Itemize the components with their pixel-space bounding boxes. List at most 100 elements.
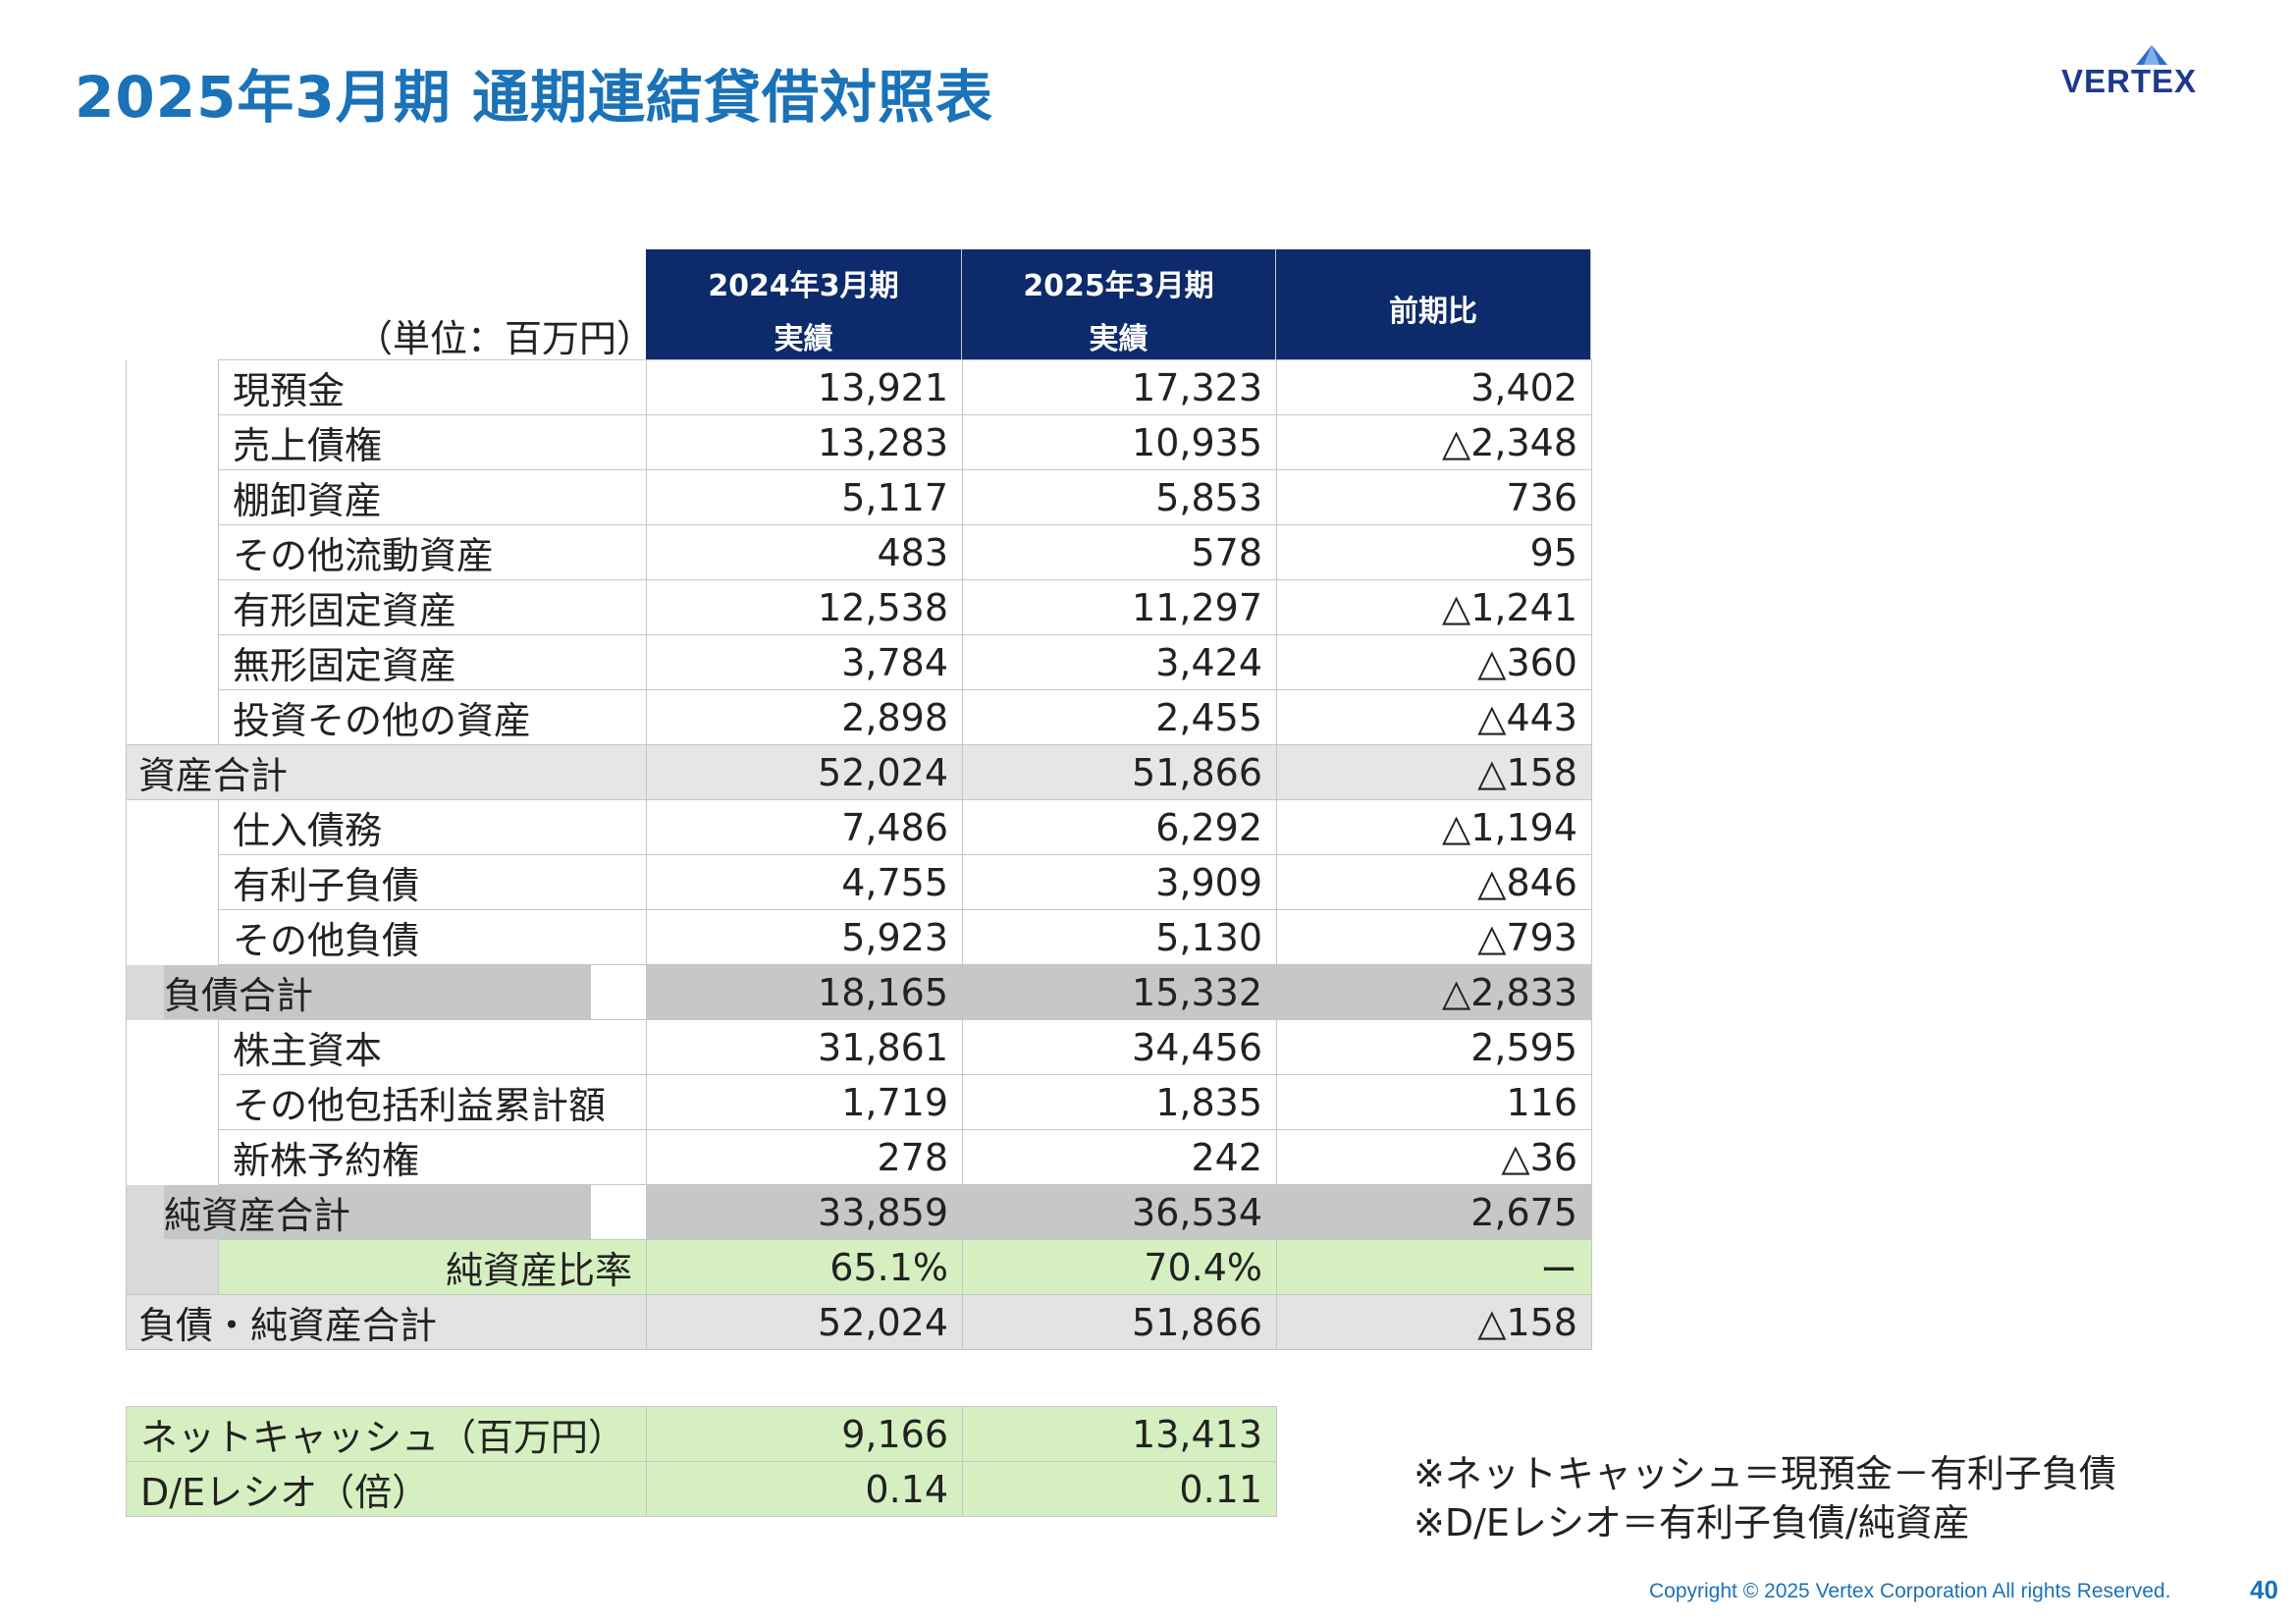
table-row: ネットキャッシュ（百万円） 9,166 13,413: [126, 1406, 1277, 1462]
column-header-fy2025: 2025年3月期 実績: [962, 249, 1276, 359]
value-fy2025: 3,424: [962, 634, 1277, 690]
page-number: 40: [2250, 1575, 2278, 1604]
table-row: 棚卸資産 5,117 5,853 736: [126, 469, 1592, 525]
row-label: 負債・純資産合計: [126, 1294, 647, 1350]
value-yoy: △1,241: [1276, 579, 1592, 635]
value-fy2024: 278: [646, 1129, 963, 1185]
row-label: 棚卸資産: [218, 469, 647, 525]
value-fy2025: 51,866: [962, 1294, 1277, 1350]
value-fy2025: 13,413: [962, 1406, 1277, 1462]
value-yoy: 2,675: [1276, 1184, 1592, 1240]
category-cell: [126, 689, 219, 745]
value-fy2024: 7,486: [646, 799, 963, 855]
row-label: 売上債権: [218, 414, 647, 470]
value-yoy: △36: [1276, 1129, 1592, 1185]
row-label: 仕入債務: [218, 799, 647, 855]
value-fy2025: 70.4%: [962, 1239, 1277, 1295]
value-fy2025: 36,534: [962, 1184, 1277, 1240]
value-fy2025: 578: [962, 524, 1277, 580]
table-row: 無形固定資産 3,784 3,424 △360: [126, 634, 1592, 690]
value-fy2024: 9,166: [646, 1406, 963, 1462]
value-yoy: △158: [1276, 1294, 1592, 1350]
value-fy2025: 34,456: [962, 1019, 1277, 1075]
table-row: 現預金 13,921 17,323 3,402: [126, 359, 1592, 415]
value-yoy: △2,833: [1276, 964, 1592, 1020]
column-header-line1: 2025年3月期: [1023, 269, 1214, 303]
value-yoy: 736: [1276, 469, 1592, 525]
row-label: 資産合計: [126, 744, 647, 800]
value-fy2024: 52,024: [646, 744, 963, 800]
table-row: その他流動資産 483 578 95: [126, 524, 1592, 580]
table-row: その他包括利益累計額 1,719 1,835 116: [126, 1074, 1592, 1130]
value-yoy: △2,348: [1276, 414, 1592, 470]
copyright: Copyright © 2025 Vertex Corporation All …: [1649, 1580, 2171, 1602]
row-label: 投資その他の資産: [218, 689, 647, 745]
value-fy2025: 17,323: [962, 359, 1277, 415]
table-row: その他負債 5,923 5,130 △793: [126, 909, 1592, 965]
value-fy2024: 52,024: [646, 1294, 963, 1350]
category-cell: [126, 799, 219, 855]
value-fy2025: 242: [962, 1129, 1277, 1185]
value-fy2024: 5,117: [646, 469, 963, 525]
value-fy2024: 12,538: [646, 579, 963, 635]
indicator-table: ネットキャッシュ（百万円） 9,166 13,413 D/Eレシオ（倍） 0.1…: [126, 1406, 1277, 1517]
value-fy2024: 5,923: [646, 909, 963, 965]
value-fy2024: 33,859: [646, 1184, 963, 1240]
row-label: 有形固定資産: [218, 579, 647, 635]
balance-sheet-table: 現預金 13,921 17,323 3,402 売上債権 13,283 10,9…: [126, 359, 1592, 1350]
category-cell: [126, 1019, 219, 1075]
subtotal-row: 純資産合計 33,859 36,534 2,675: [126, 1184, 1592, 1240]
row-label: 負債合計: [163, 964, 592, 1020]
value-fy2025: 15,332: [962, 964, 1277, 1020]
table-row: 新株予約権 278 242 △36: [126, 1129, 1592, 1185]
footnote: ※D/Eレシオ＝有利子負債/純資産: [1414, 1501, 1970, 1544]
table-row: 有形固定資産 12,538 11,297 △1,241: [126, 579, 1592, 635]
value-fy2025: 6,292: [962, 799, 1277, 855]
category-cell: [126, 1074, 219, 1130]
value-yoy: △793: [1276, 909, 1592, 965]
value-yoy: △360: [1276, 634, 1592, 690]
row-label: 有利子負債: [218, 854, 647, 910]
category-cell: [126, 909, 219, 965]
value-fy2025: 1,835: [962, 1074, 1277, 1130]
logo-triangle-icon: [2136, 45, 2167, 65]
table-row: 売上債権 13,283 10,935 △2,348: [126, 414, 1592, 470]
category-cell: [126, 359, 219, 415]
value-fy2024: 31,861: [646, 1019, 963, 1075]
value-fy2024: 483: [646, 524, 963, 580]
value-fy2024: 0.14: [646, 1461, 963, 1517]
value-yoy: △846: [1276, 854, 1592, 910]
value-fy2024: 13,921: [646, 359, 963, 415]
value-fy2025: 5,130: [962, 909, 1277, 965]
table-row: 投資その他の資産 2,898 2,455 △443: [126, 689, 1592, 745]
row-label: 現預金: [218, 359, 647, 415]
row-label: 純資産合計: [163, 1184, 592, 1240]
value-fy2025: 5,853: [962, 469, 1277, 525]
value-yoy: 3,402: [1276, 359, 1592, 415]
row-label: 新株予約権: [218, 1129, 647, 1185]
column-header-line2: 実績: [1089, 322, 1148, 356]
value-fy2024: 3,784: [646, 634, 963, 690]
value-yoy: △443: [1276, 689, 1592, 745]
category-cell: [126, 579, 219, 635]
value-yoy: 95: [1276, 524, 1592, 580]
row-label: 純資産比率: [218, 1239, 647, 1295]
value-fy2025: 11,297: [962, 579, 1277, 635]
category-cell: [126, 469, 219, 525]
row-label: ネットキャッシュ（百万円）: [126, 1406, 647, 1462]
category-cell: [126, 854, 219, 910]
page-title: 2025年3月期 通期連結貸借対照表: [75, 64, 993, 131]
column-header-line1: 2024年3月期: [708, 269, 899, 303]
category-cell: [126, 1239, 219, 1295]
value-fy2025: 2,455: [962, 689, 1277, 745]
row-label: 無形固定資産: [218, 634, 647, 690]
value-fy2024: 65.1%: [646, 1239, 963, 1295]
value-fy2024: 1,719: [646, 1074, 963, 1130]
row-label: D/Eレシオ（倍）: [126, 1461, 647, 1517]
column-header-line1: 前期比: [1389, 295, 1477, 329]
row-label: その他包括利益累計額: [218, 1074, 647, 1130]
value-yoy: 2,595: [1276, 1019, 1592, 1075]
logo-text: VERTEX: [2061, 63, 2198, 99]
unit-label: （単位：百万円）: [355, 317, 655, 360]
value-yoy: △1,194: [1276, 799, 1592, 855]
